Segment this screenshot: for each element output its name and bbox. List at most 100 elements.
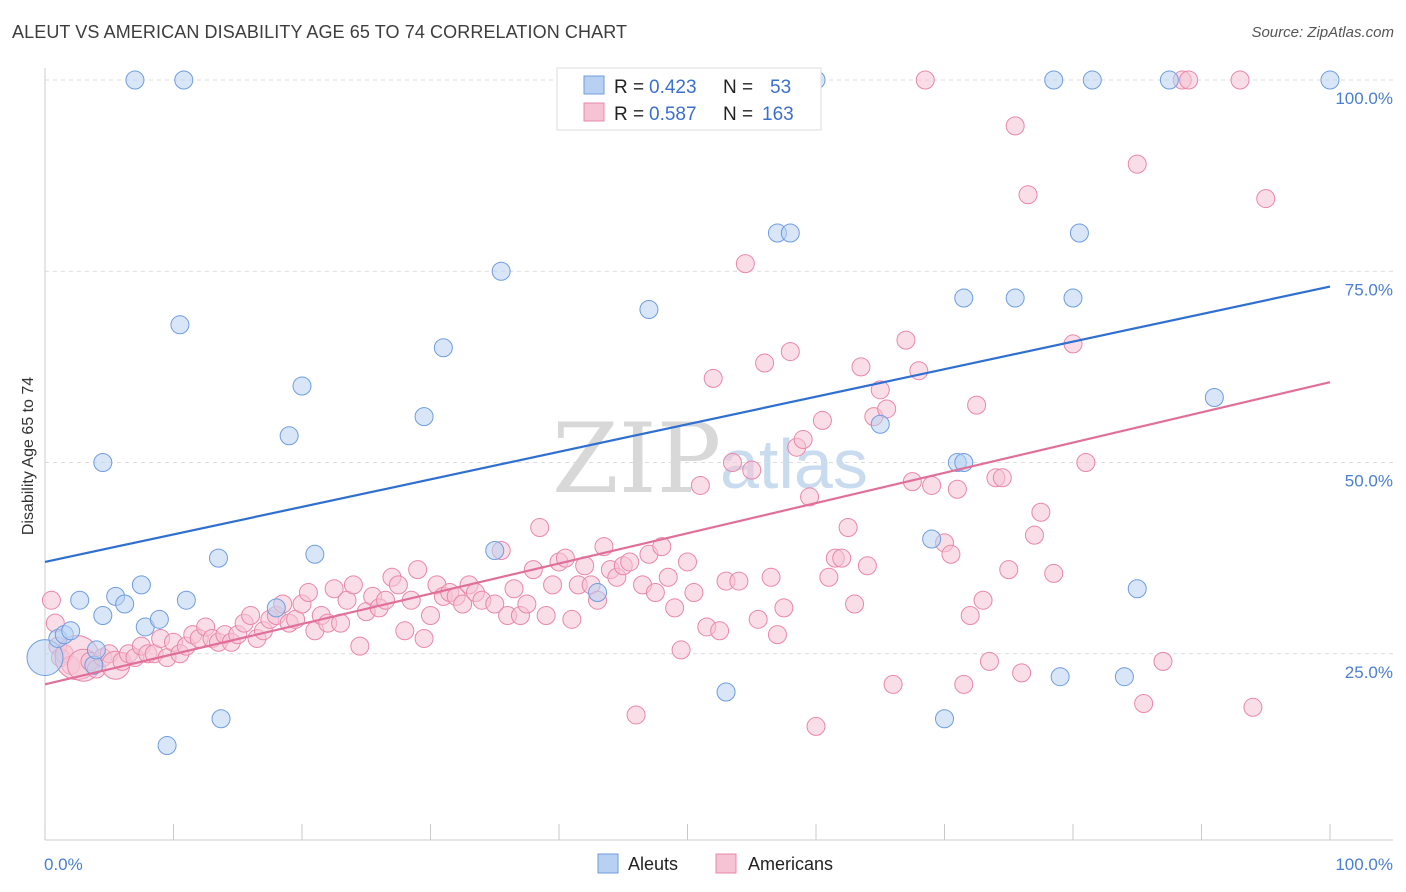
data-point <box>665 598 685 618</box>
series-legend: Aleuts Americans <box>597 853 833 874</box>
data-point <box>851 357 871 377</box>
data-point <box>1005 116 1025 136</box>
legend-row-americans: R = 0.587 N = 163 <box>583 102 794 125</box>
data-point <box>967 395 987 415</box>
data-point <box>421 606 440 625</box>
y-tick-label: 100.0% <box>1335 89 1393 108</box>
data-point <box>954 288 974 308</box>
data-point <box>241 606 261 625</box>
data-point <box>1243 697 1263 717</box>
data-point <box>806 716 826 736</box>
data-point <box>1127 579 1147 599</box>
y-tick-labels: 25.0% 50.0% 75.0% 100.0% <box>1335 89 1393 682</box>
data-point <box>1024 525 1044 545</box>
legend-n-value: 53 <box>770 77 791 98</box>
data-point <box>800 487 820 507</box>
data-point <box>93 606 113 625</box>
watermark: ZIP atlas <box>552 403 868 515</box>
data-point <box>761 567 781 587</box>
legend-r-label: R = <box>614 77 644 98</box>
data-point <box>41 590 61 610</box>
data-point <box>1050 667 1070 687</box>
legend-n-label: N = <box>723 77 753 98</box>
data-point <box>645 583 665 603</box>
data-point <box>1031 502 1051 522</box>
legend-n-value: 163 <box>762 104 794 125</box>
y-axis-label: Disability Age 65 to 74 <box>20 377 37 535</box>
data-point <box>1069 223 1089 243</box>
trend-line-americans <box>44 381 1331 686</box>
data-point <box>729 571 749 591</box>
y-tick-label: 25.0% <box>1345 663 1393 682</box>
data-point <box>1204 387 1224 407</box>
data-point <box>157 736 177 756</box>
data-point <box>710 621 730 641</box>
data-point <box>690 475 710 495</box>
data-point <box>703 368 723 388</box>
x-tick-labels: 0.0% 100.0% <box>44 855 1393 874</box>
data-point <box>999 560 1019 580</box>
data-point <box>838 518 858 538</box>
data-point <box>208 548 228 568</box>
data-point <box>1044 70 1064 90</box>
series-label-americans: Americans <box>748 854 833 874</box>
trend-line-aleuts <box>44 285 1331 564</box>
data-point <box>748 609 768 629</box>
x-tick-label: 100.0% <box>1335 855 1393 874</box>
series-legend-aleuts[interactable]: Aleuts <box>597 853 678 874</box>
data-point <box>742 460 762 480</box>
legend-n-label: N = <box>723 104 753 125</box>
data-point <box>979 651 999 671</box>
data-point <box>1076 453 1096 472</box>
data-point <box>86 640 106 660</box>
data-point <box>1127 154 1147 174</box>
data-point <box>626 705 646 725</box>
legend-row-aleuts: R = 0.423 N = 53 <box>583 75 791 98</box>
data-point <box>305 544 325 564</box>
grid-lines <box>45 79 1393 655</box>
data-point <box>149 609 169 629</box>
data-point <box>1005 288 1025 308</box>
data-point <box>543 575 563 595</box>
data-point <box>1179 70 1199 90</box>
data-point <box>1256 189 1276 209</box>
data-point <box>992 468 1012 488</box>
data-point <box>343 575 363 595</box>
data-point <box>174 70 194 90</box>
data-point <box>1082 70 1102 90</box>
data-points <box>26 70 1340 756</box>
data-point <box>716 682 736 702</box>
data-point <box>485 594 505 614</box>
data-point <box>61 621 81 641</box>
watermark-zip: ZIP <box>552 403 721 515</box>
data-point <box>793 430 813 450</box>
data-point <box>870 414 890 434</box>
data-point <box>517 594 537 614</box>
watermark-atlas: atlas <box>720 425 868 503</box>
data-point <box>530 518 550 538</box>
data-point <box>562 609 582 629</box>
data-point <box>1153 651 1173 671</box>
data-point <box>658 567 678 587</box>
data-point <box>292 376 312 396</box>
data-point <box>941 544 961 564</box>
data-point <box>1063 288 1083 308</box>
series-legend-americans[interactable]: Americans <box>715 853 833 874</box>
data-point <box>812 410 832 430</box>
data-point <box>819 567 839 587</box>
data-point <box>678 552 697 572</box>
data-point <box>588 583 608 603</box>
source-label[interactable]: Source: ZipAtlas.com <box>1251 24 1394 41</box>
data-point <box>536 606 556 625</box>
data-point <box>845 594 865 614</box>
data-point <box>388 575 408 595</box>
data-point <box>935 709 954 729</box>
data-point <box>639 300 659 319</box>
data-point <box>954 674 974 694</box>
data-point <box>1134 693 1154 713</box>
data-point <box>767 625 787 645</box>
data-point <box>684 583 704 603</box>
data-point <box>491 261 511 281</box>
data-point <box>125 70 145 90</box>
